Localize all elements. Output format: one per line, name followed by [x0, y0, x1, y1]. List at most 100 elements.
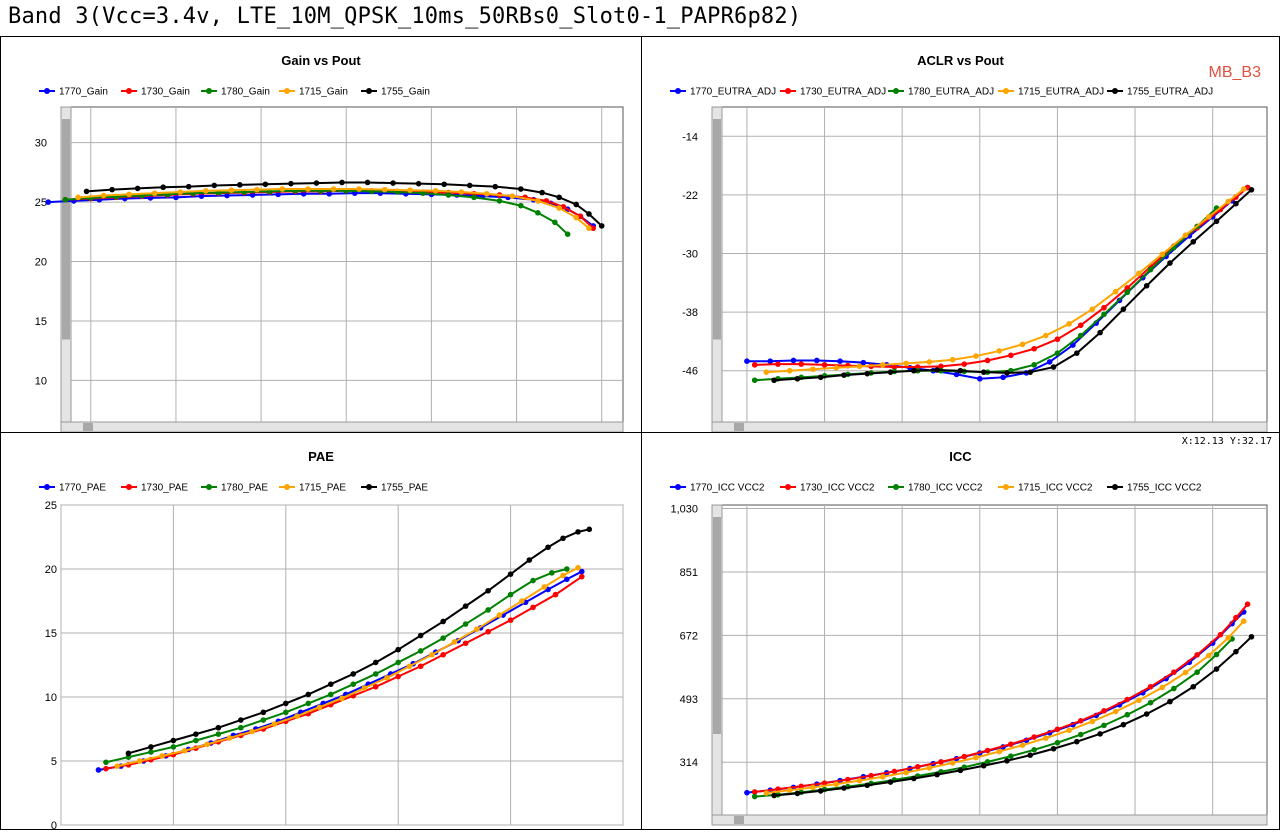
data-point: [45, 199, 52, 205]
data-point: [462, 603, 469, 609]
data-point: [1120, 306, 1127, 312]
data-point: [744, 789, 750, 796]
chart-gain: Gain vs Pout 1770_Gain 1730_Gain 1780_Gain 1…: [35, 53, 624, 432]
legend-swatch-dot: [126, 88, 132, 94]
data-point: [1031, 747, 1037, 753]
data-point: [327, 681, 334, 687]
data-point: [1159, 251, 1166, 258]
data-point: [1190, 238, 1197, 245]
data-point: [1019, 341, 1026, 348]
series-line-1715-eutra-adj: [766, 188, 1245, 374]
data-point: [339, 695, 345, 702]
data-point: [1050, 364, 1057, 370]
data-point: [170, 744, 177, 750]
series-line-1755-icc-vcc2: [774, 636, 1253, 797]
data-point: [262, 181, 269, 188]
chart-title: ICC: [949, 449, 972, 464]
data-point: [95, 767, 102, 773]
data-point: [326, 190, 333, 197]
data-point: [1008, 352, 1014, 359]
y-tick-label: 10: [45, 692, 57, 704]
data-point: [458, 189, 465, 195]
data-point: [864, 782, 871, 789]
data-point: [440, 618, 446, 625]
chart-title: ACLR vs Pout: [917, 53, 1004, 68]
data-point: [126, 191, 132, 198]
data-point: [586, 526, 593, 533]
x-tick-label: 21: [974, 828, 986, 829]
data-point: [228, 187, 235, 194]
data-point: [1097, 329, 1103, 336]
legend-label: 1755_Gain: [381, 87, 430, 98]
data-point: [934, 367, 940, 373]
page-title: Band 3(Vcc=3.4v, LTE_10M_QPSK_10ms_50RBs…: [8, 4, 802, 29]
chart-aclr: ACLR vs Pout MB_B3 1770_EUTRA_ADJ 1730_EUTR…: [670, 53, 1268, 432]
data-point: [903, 769, 909, 776]
data-point: [530, 577, 536, 584]
chart-title: Gain vs Pout: [281, 53, 361, 68]
data-point: [518, 186, 524, 192]
data-point: [1066, 321, 1072, 327]
data-point: [474, 626, 480, 632]
legend-label: 1715_Gain: [299, 87, 348, 98]
data-point: [211, 182, 218, 189]
legend-label: 1770_PAE: [59, 483, 106, 494]
data-point: [879, 773, 886, 780]
data-point: [384, 675, 390, 681]
data-point: [586, 225, 592, 232]
data-point: [1225, 635, 1231, 641]
data-point: [1248, 633, 1255, 640]
data-point: [109, 186, 115, 193]
data-point: [170, 737, 177, 744]
legend-label: 1730_Gain: [141, 87, 190, 98]
data-point: [372, 671, 379, 677]
x-tick-label: 15: [741, 828, 753, 829]
data-point: [575, 529, 581, 535]
data-point: [1066, 727, 1072, 734]
data-point: [1171, 669, 1177, 676]
data-point: [549, 570, 555, 576]
y-tick-label: 314: [680, 757, 698, 769]
data-point: [177, 189, 184, 195]
data-point: [1112, 288, 1119, 295]
data-point: [339, 179, 345, 186]
chart-icc: ICC 1770_ICC VCC2 1730_ICC VCC2 1780_ICC VC…: [670, 436, 1272, 829]
chart-panel-pae: PAE 1770_PAE 1730_PAE 1780_PAE 1715_PAE 1755_…: [0, 432, 642, 830]
x-tick-label: 17: [818, 828, 830, 829]
data-point: [1101, 311, 1107, 318]
data-point: [973, 353, 979, 359]
data-point: [903, 360, 909, 367]
legend-swatch-dot: [1112, 484, 1118, 490]
data-point: [249, 192, 256, 198]
data-point: [305, 186, 311, 192]
y-tick-label: 851: [680, 567, 698, 579]
chart-pae: PAE 1770_PAE 1730_PAE 1780_PAE 1715_PAE 1755_…: [39, 449, 624, 829]
data-point: [541, 584, 548, 590]
y-tick-label: 1,030: [670, 504, 698, 516]
data-point: [75, 194, 81, 201]
data-point: [1225, 198, 1231, 205]
data-point: [507, 617, 514, 623]
data-point: [1054, 336, 1061, 343]
data-point: [577, 213, 584, 220]
data-point: [794, 375, 801, 382]
data-point: [238, 724, 244, 731]
data-point: [1031, 362, 1037, 368]
data-point: [1074, 350, 1080, 356]
data-point: [1054, 350, 1061, 356]
data-point: [1112, 708, 1119, 715]
cursor-readout: X:12.13 Y:32.17: [1182, 436, 1272, 447]
data-point: [1167, 698, 1173, 705]
data-point: [1004, 757, 1010, 764]
data-point: [1042, 735, 1049, 741]
data-point: [961, 361, 968, 367]
data-point: [1213, 651, 1220, 658]
data-point: [1124, 711, 1131, 718]
data-point: [833, 781, 839, 787]
data-point: [271, 721, 278, 727]
data-point: [381, 186, 388, 193]
data-point: [767, 358, 774, 364]
series-line-1780-pae: [105, 568, 568, 764]
data-point: [361, 685, 368, 691]
data-point: [1027, 752, 1034, 758]
